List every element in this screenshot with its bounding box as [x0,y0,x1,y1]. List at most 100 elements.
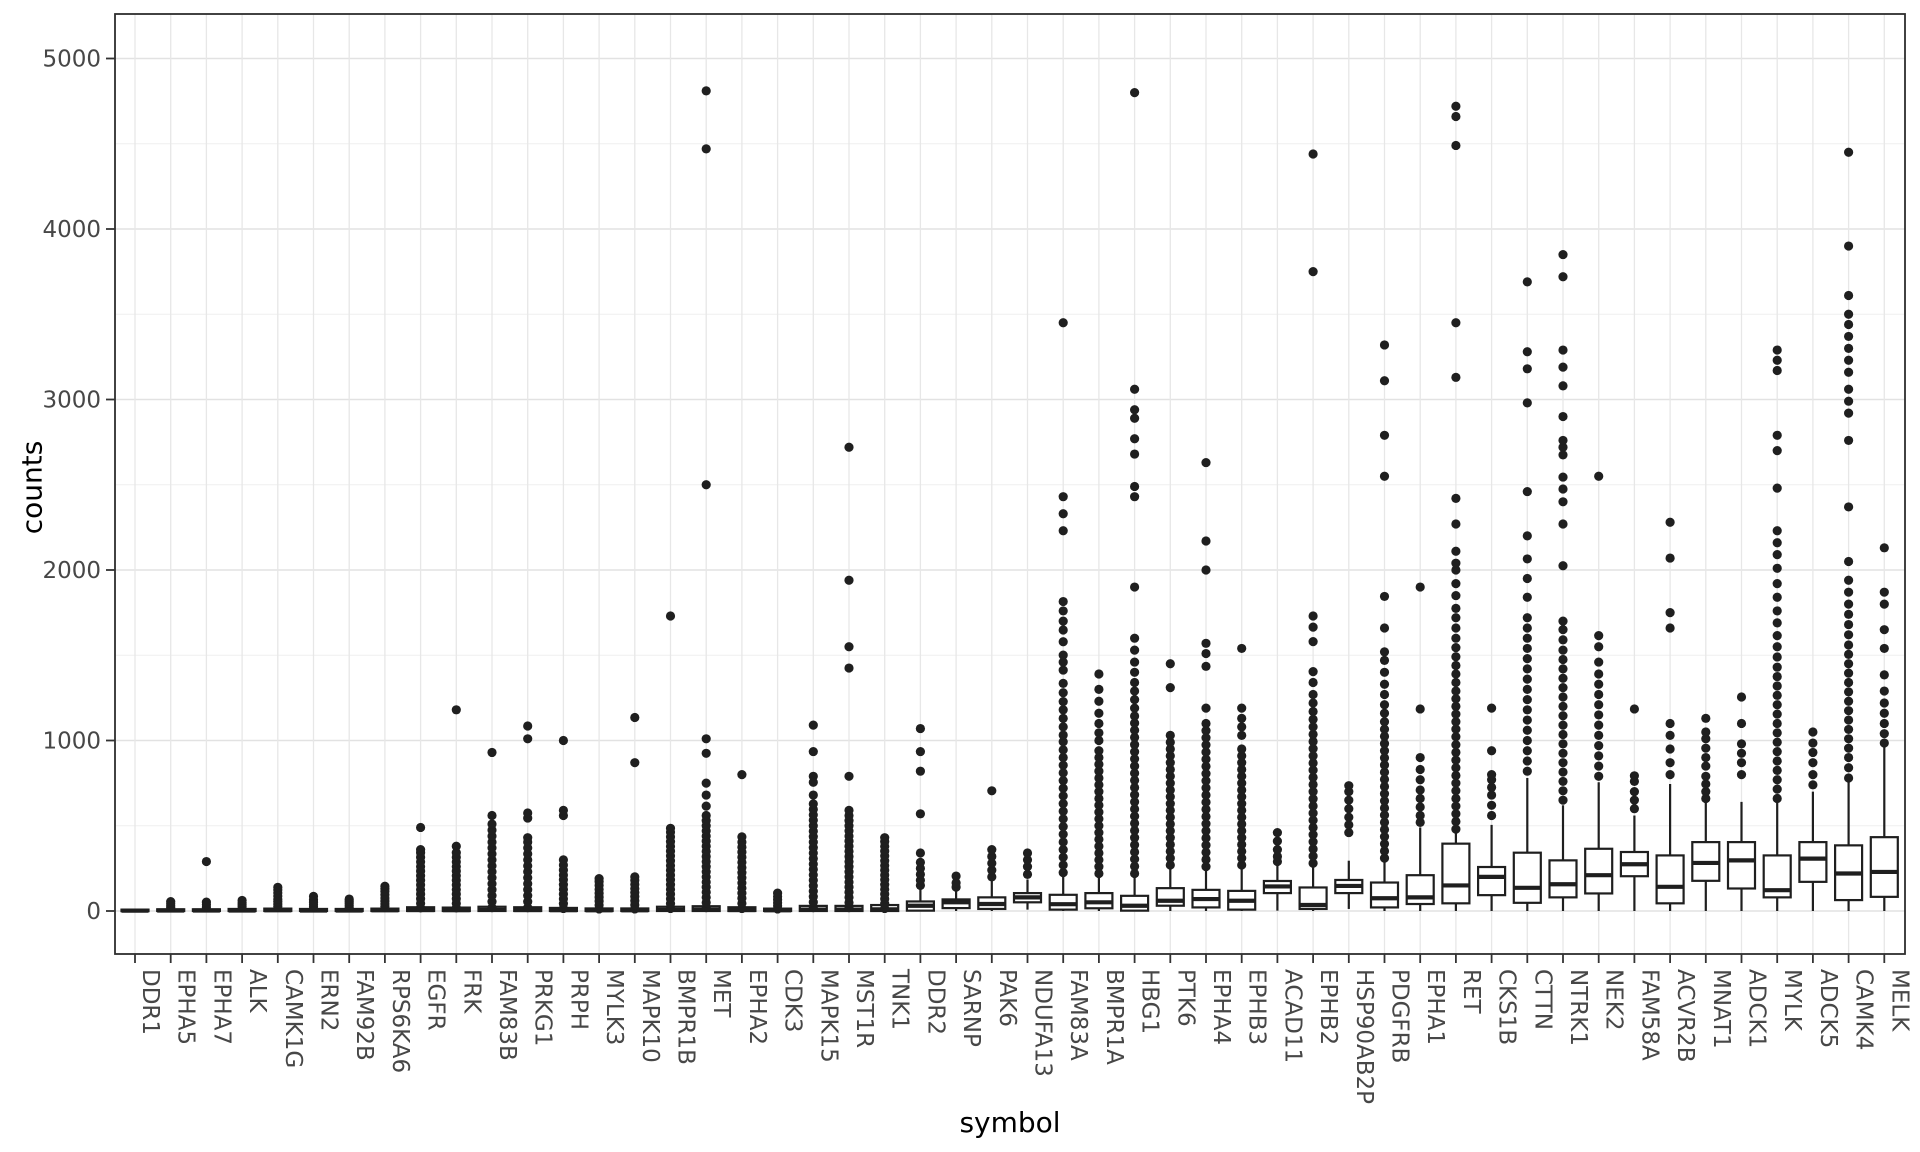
outlier-dot [1058,730,1068,740]
outlier-dot [1272,836,1282,846]
outlier-dot [1558,673,1568,683]
outlier-dot [1058,829,1068,839]
outlier-dot [1415,775,1425,785]
outlier-dot [1844,599,1854,609]
outlier-dot [1094,718,1104,729]
outlier-dot [1130,711,1140,721]
outlier-dot [1022,848,1033,858]
outlier-dot [1522,746,1532,756]
outlier-dot [1308,267,1318,277]
outlier-dot [1201,862,1211,872]
outlier-dot [1308,736,1318,747]
outlier-dot [1165,730,1175,740]
outlier-dot [1344,820,1354,830]
outlier-dot [1201,804,1211,814]
outlier-dot [1130,868,1140,879]
outlier-dot [1130,657,1140,667]
outlier-dot [1522,531,1532,541]
outlier-dot [1522,674,1532,684]
outlier-dot [1379,796,1390,806]
outlier-dot [987,786,997,796]
outlier-dot [1272,845,1282,855]
outlier-dot [701,480,711,490]
outlier-dot [1451,590,1461,601]
outlier-dot [1451,801,1461,811]
outlier-dot [1772,784,1782,794]
boxplot-RPS6KA6 [370,881,400,913]
outlier-dot [1558,249,1568,260]
outlier-dot [1308,729,1318,739]
outlier-dot [1165,744,1175,754]
outlier-dot [1165,805,1175,816]
outlier-dot [1165,846,1175,856]
outlier-dot [1451,623,1461,633]
boxplot-MYLK3 [584,874,614,914]
outlier-dot [1308,851,1318,861]
outlier-dot [1701,734,1711,744]
outlier-dot [1772,446,1782,456]
outlier-dot [1022,855,1033,865]
x-axis-title: symbol [959,1106,1061,1139]
x-tick-label: MAPK10 [637,969,663,1063]
outlier-dot [1772,538,1782,548]
outlier-dot [665,823,676,833]
outlier-dot [523,833,533,843]
outlier-dot [1130,449,1140,459]
boxplot-ADCK5 [1798,727,1828,911]
outlier-dot [1665,553,1675,563]
boxplot-EPHA5 [156,897,186,913]
outlier-dot [1308,622,1318,632]
box [1548,859,1578,899]
outlier-dot [1094,759,1104,769]
outlier-dot [1522,643,1532,654]
x-tick-label: MNAT1 [1708,969,1734,1049]
outlier-dot [1058,625,1068,635]
outlier-dot [1094,735,1104,746]
outlier-dot [701,778,711,788]
outlier-dot [1594,642,1604,652]
x-tick-label: EPHB3 [1244,969,1270,1045]
outlier-dot [1130,761,1140,771]
outlier-dot [1308,858,1318,868]
outlier-dot [1130,725,1140,735]
box [1155,887,1185,907]
box [1584,847,1614,895]
outlier-dot [1237,643,1247,654]
outlier-dot [1308,815,1318,825]
outlier-dot [1201,826,1211,836]
outlier-dot [1308,677,1318,688]
outlier-dot [1308,689,1318,700]
outlier-dot [1451,660,1461,671]
outlier-dot [1022,862,1033,872]
boxplot-DDR2 [905,723,936,912]
outlier-dot [1665,770,1675,780]
outlier-dot [273,882,283,892]
outlier-dot [1130,804,1140,814]
outlier-dot [1094,696,1104,706]
x-tick-label: BMPR1A [1101,969,1127,1065]
outlier-dot [1130,847,1140,857]
outlier-dot [1558,720,1568,730]
outlier-dot [1379,591,1390,602]
outlier-dot [1058,688,1068,698]
outlier-dot [1451,140,1461,151]
outlier-dot [1237,812,1247,822]
outlier-dot [1201,733,1211,743]
outlier-dot [1308,822,1318,833]
outlier-dot [1594,631,1604,641]
outlier-dot [1379,679,1390,689]
outlier-dot [1665,623,1675,633]
outlier-dot [1130,667,1140,677]
outlier-dot [1558,345,1568,355]
x-tick-label: DDR1 [137,969,163,1035]
outlier-dot [1451,111,1461,122]
panel-border [114,13,1906,955]
panel-background [115,14,1905,954]
outlier-dot [1022,869,1033,879]
outlier-dot [1736,758,1747,768]
outlier-dot [1558,654,1568,665]
outlier-dot [1451,709,1461,719]
x-tick-label: PDGFRB [1387,969,1413,1063]
outlier-dot [1451,809,1461,819]
outlier-dot [987,858,997,868]
